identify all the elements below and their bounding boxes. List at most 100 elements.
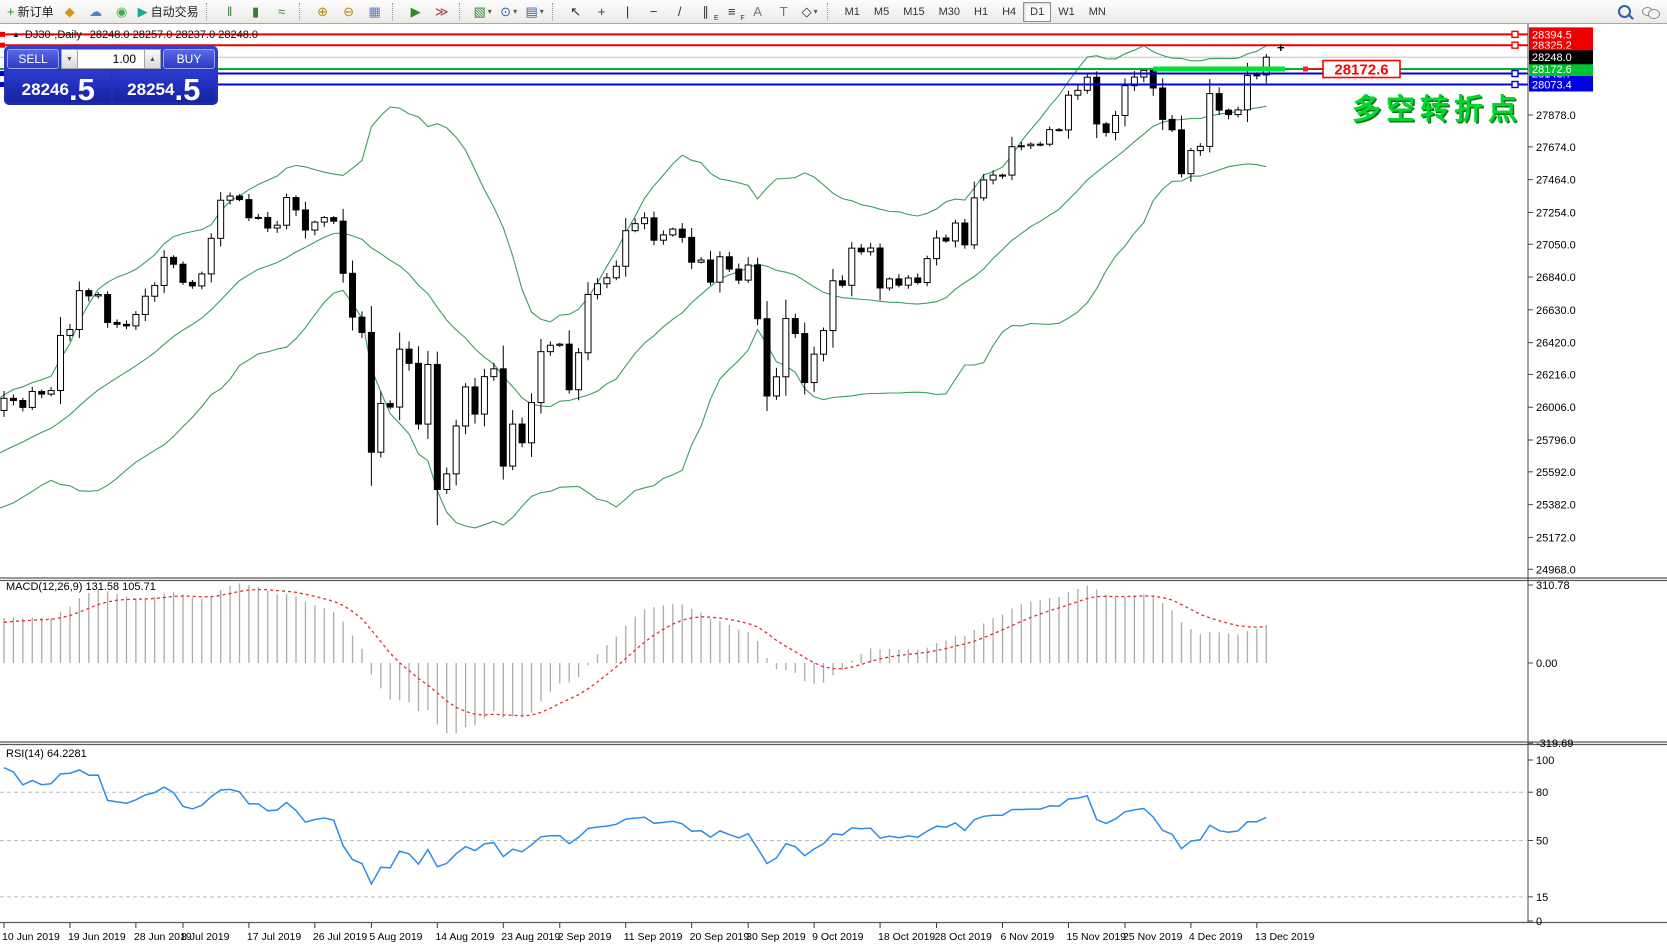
- toolbar-separator: [391, 2, 400, 21]
- equidistant-channel-icon[interactable]: ∥ E: [702, 4, 719, 22]
- text-icon[interactable]: A: [745, 2, 771, 22]
- price-tick-label: 26420.0: [1536, 338, 1576, 350]
- timeframe-m30[interactable]: M30: [938, 5, 960, 18]
- tile-windows-icon[interactable]: ▦: [362, 2, 388, 22]
- vertical-line-icon[interactable]: |: [615, 2, 641, 22]
- turning-point-annotation[interactable]: 多空转折点: [1352, 92, 1522, 126]
- date-tick-label: 26 Jul 2019: [313, 931, 367, 943]
- crosshair-icon[interactable]: +: [589, 2, 615, 22]
- macd-axis-label: 310.78: [1536, 580, 1570, 592]
- auto-scroll-icon[interactable]: ▶: [403, 2, 429, 22]
- bar-chart-icon[interactable]: ‖: [217, 2, 243, 22]
- zoom-out-icon[interactable]: ⊖: [336, 2, 362, 22]
- sell-button[interactable]: SELL: [7, 49, 59, 69]
- line-handle[interactable]: [1511, 41, 1519, 49]
- auto-trading-glyph: ▶: [137, 4, 148, 19]
- price-tick-label: 25172.0: [1536, 532, 1576, 544]
- signals-icon[interactable]: ◉: [109, 2, 135, 22]
- timeframe-m5[interactable]: M5: [873, 5, 890, 18]
- plus-marker[interactable]: +: [1277, 40, 1285, 55]
- trendline-icon[interactable]: /: [667, 2, 693, 22]
- callout-anchor-handle[interactable]: [1303, 66, 1308, 72]
- line-left-marker: [0, 31, 5, 37]
- chart-ohlc-values: 28248.0 28257.0 28237.0 28248.0: [89, 28, 258, 41]
- timeframe-h4[interactable]: H4: [1002, 5, 1017, 18]
- mql5-community-icon-glyph: ☁: [89, 4, 103, 19]
- arrows-icon[interactable]: ◇ ▾: [797, 2, 823, 22]
- buy-price-fraction: .5: [174, 71, 201, 107]
- dropdown-arrow-icon[interactable]: ▾: [813, 6, 818, 16]
- line-handle[interactable]: [1511, 69, 1519, 78]
- date-tick-label: 8 Jul 2019: [181, 931, 230, 943]
- date-tick-label: 6 Nov 2019: [1001, 931, 1055, 943]
- timeframe-m1[interactable]: M1: [844, 5, 860, 18]
- volume-increase-button[interactable]: ▲: [144, 49, 161, 69]
- timeframe-h1[interactable]: H1: [974, 5, 989, 18]
- line-left-marker: [0, 42, 5, 48]
- search-icon[interactable]: [1611, 2, 1637, 22]
- rsi-axis-label: 100: [1536, 755, 1554, 767]
- mql5-community-icon[interactable]: ☁: [83, 2, 109, 22]
- collapse-panel-icon[interactable]: ▲: [12, 30, 20, 39]
- chat-icon[interactable]: [1637, 2, 1663, 22]
- line-handle[interactable]: [1511, 30, 1519, 39]
- new-order-button[interactable]: + 新订单: [7, 4, 54, 19]
- date-tick-label: 23 Aug 2019: [501, 931, 560, 943]
- date-tick-label: 11 Sep 2019: [624, 931, 683, 943]
- rsi-axis-label: 50: [1536, 836, 1548, 848]
- timeframe-w1[interactable]: W1: [1058, 5, 1075, 18]
- volume-input[interactable]: 1.00: [78, 49, 144, 69]
- chart-symbol-period: DJ30-,Daily: [24, 28, 82, 41]
- buy-price-main: 28254: [127, 80, 175, 99]
- price-tick-label: 27464.0: [1536, 175, 1576, 187]
- dropdown-arrow-icon[interactable]: ▾: [487, 6, 492, 16]
- zoom-in-icon-glyph: ⊕: [317, 4, 329, 19]
- axis-price-label: 28394.5: [1532, 29, 1572, 41]
- candlestick-chart-icon[interactable]: ▮: [243, 2, 269, 22]
- buy-price-display[interactable]: 28254.5: [112, 71, 215, 107]
- periods-icon[interactable]: ⊙ ▾: [496, 2, 522, 22]
- volume-decrease-button[interactable]: ▼: [61, 49, 78, 69]
- chart-area[interactable]: 28172.6多空转折点多空转折点+27878.027674.027464.02…: [0, 24, 1667, 946]
- macd-pane[interactable]: [3, 583, 1267, 734]
- horizontal-line-icon[interactable]: −: [641, 2, 667, 22]
- text-icon-glyph: A: [753, 4, 762, 19]
- trend-highlight-bar[interactable]: [1153, 66, 1285, 72]
- rsi-pane[interactable]: [0, 767, 1528, 898]
- metaeditor-icon[interactable]: ◆: [57, 2, 83, 22]
- timeframe-m15[interactable]: M15: [903, 5, 925, 18]
- buy-button[interactable]: BUY: [163, 49, 215, 69]
- auto-trading-button[interactable]: ▶ 自动交易: [137, 4, 199, 19]
- axis-price-label: 28172.6: [1532, 64, 1572, 76]
- templates-icon-glyph: ▤: [525, 4, 538, 19]
- dropdown-arrow-icon[interactable]: ▾: [539, 6, 544, 16]
- fibonacci-icon[interactable]: ≡ F: [727, 4, 745, 22]
- date-tick-label: 18 Oct 2019: [878, 931, 935, 943]
- timeframe-d1[interactable]: D1: [1023, 1, 1052, 22]
- line-handle[interactable]: [1511, 80, 1519, 89]
- price-tick-label: 26840.0: [1536, 272, 1576, 284]
- dropdown-arrow-icon[interactable]: ▾: [513, 6, 518, 16]
- price-tick-label: 27254.0: [1536, 207, 1576, 219]
- crosshair-icon-glyph: +: [597, 4, 606, 19]
- equidistant-channel-icon-glyph: ∥: [702, 4, 709, 19]
- cursor-icon[interactable]: ↖: [563, 2, 589, 22]
- templates-icon[interactable]: ▤ ▾: [522, 2, 548, 22]
- price-callout-box[interactable]: [1322, 59, 1401, 79]
- toolbar-separator: [551, 2, 560, 21]
- chart-shift-icon[interactable]: ≫: [429, 2, 455, 22]
- line-chart-icon[interactable]: ≈: [269, 2, 295, 22]
- text-label-icon[interactable]: T: [771, 2, 797, 22]
- price-tick-label: 27674.0: [1536, 142, 1576, 154]
- price-callout-text: 28172.6: [1334, 62, 1388, 79]
- price-pane[interactable]: [0, 44, 1528, 529]
- sell-price-main: 28246: [21, 80, 69, 99]
- timeframe-mn[interactable]: MN: [1088, 5, 1106, 18]
- date-tick-label: 5 Aug 2019: [369, 931, 422, 943]
- sell-price-display[interactable]: 28246.5: [7, 71, 110, 105]
- zoom-in-icon[interactable]: ⊕: [310, 2, 336, 22]
- bar-chart-icon-glyph: ‖: [226, 4, 233, 19]
- new-chart-icon[interactable]: ▧ ▾: [470, 2, 496, 22]
